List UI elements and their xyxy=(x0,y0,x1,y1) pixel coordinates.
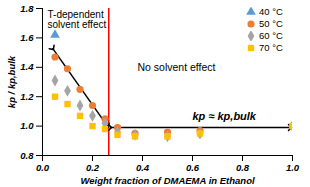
svg-text:0.6: 0.6 xyxy=(186,162,200,173)
svg-text:0.4: 0.4 xyxy=(136,162,150,173)
svg-text:Weight fraction of DMAEMA in E: Weight fraction of DMAEMA in Ethanol xyxy=(80,175,255,186)
svg-text:0.0: 0.0 xyxy=(36,162,50,173)
svg-text:1.6: 1.6 xyxy=(20,32,34,43)
svg-text:0.2: 0.2 xyxy=(86,162,100,173)
svg-text:0.8: 0.8 xyxy=(236,162,250,173)
svg-text:1.8: 1.8 xyxy=(20,3,34,14)
html-text:40 °C: 40 °C xyxy=(259,6,283,17)
svg-text:kp / kp,bulk: kp / kp,bulk xyxy=(6,55,17,108)
html-text:70 °C: 70 °C xyxy=(259,42,283,53)
svg-text:No solvent effect: No solvent effect xyxy=(138,61,216,73)
svg-text:kp ≈ kp,bulk: kp ≈ kp,bulk xyxy=(193,110,257,122)
svg-text:1.0: 1.0 xyxy=(286,162,300,173)
html-text:60 °C: 60 °C xyxy=(259,30,283,41)
html-text:50 °C: 50 °C xyxy=(259,18,283,29)
svg-text:1.4: 1.4 xyxy=(20,61,34,72)
svg-text:0.8: 0.8 xyxy=(20,150,34,161)
svg-text:T-dependentsolvent effect: T-dependentsolvent effect xyxy=(48,9,107,30)
svg-text:1.2: 1.2 xyxy=(20,91,34,102)
svg-text:1.0: 1.0 xyxy=(20,120,34,131)
